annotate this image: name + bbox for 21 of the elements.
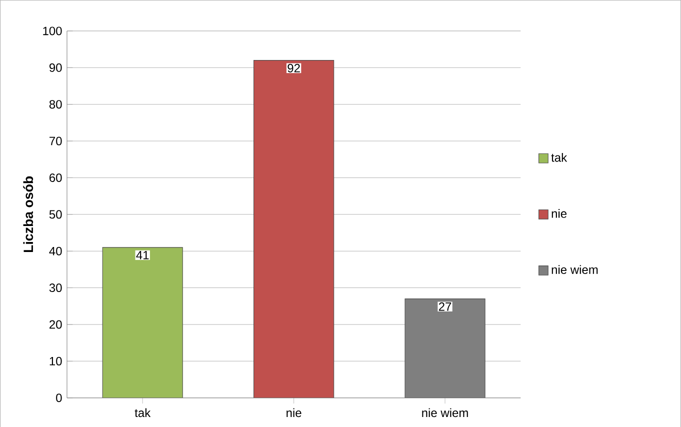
y-tick-label: 70	[50, 136, 62, 146]
y-tick-label: 60	[50, 173, 62, 182]
legend-label: nie wiem	[552, 264, 598, 274]
x-tick-label: nie wiem	[422, 408, 468, 417]
y-tick-label: 30	[49, 283, 62, 292]
data-label: 92	[288, 64, 300, 72]
legend-label: nie	[552, 208, 567, 218]
x-tick-label: nie	[286, 408, 302, 417]
data-label: 41	[136, 250, 149, 260]
x-tick-label: tak	[134, 408, 151, 417]
y-tick-label: 50	[49, 210, 62, 218]
y-tick-label: 100	[43, 26, 62, 35]
y-tick-label: 80	[49, 100, 62, 108]
y-tick-label: 20	[50, 320, 62, 329]
y-tick-label: 90	[49, 63, 62, 72]
y-tick-label: 40	[49, 246, 62, 256]
y-tick-label: 0	[56, 393, 62, 402]
y-tick-label: 10	[50, 356, 62, 366]
y-axis-title: Liczba osób	[23, 176, 34, 252]
legend-label: tak	[551, 152, 568, 162]
data-label: 27	[438, 302, 452, 311]
